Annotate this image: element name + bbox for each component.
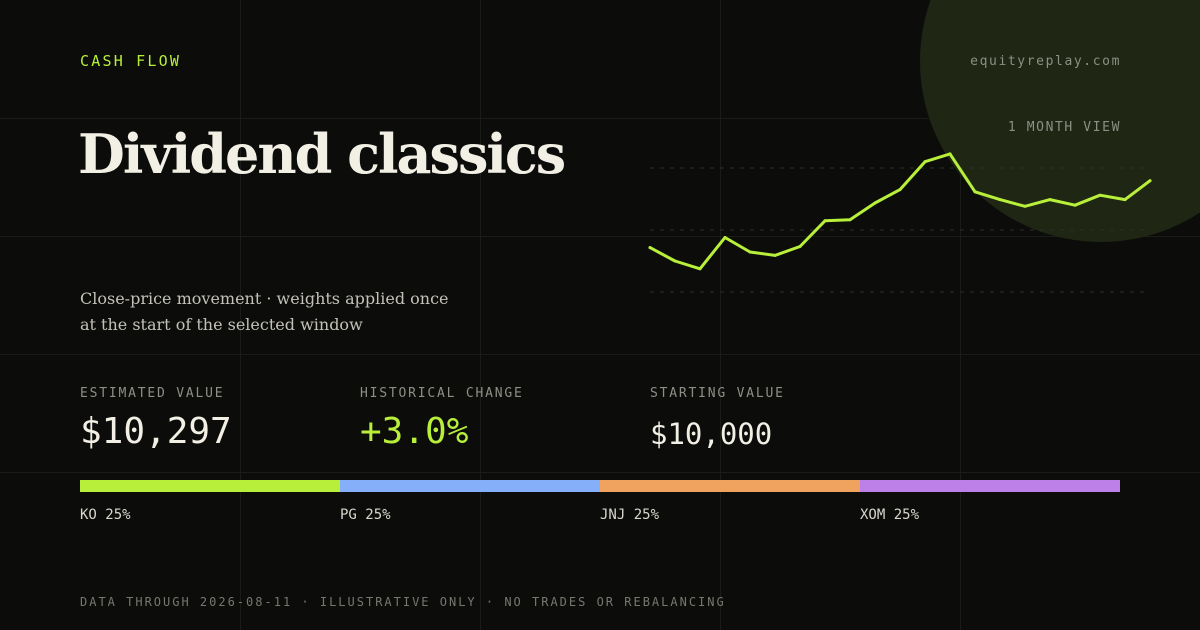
- allocation-ticker: KO: [80, 507, 97, 523]
- data-point: [1073, 203, 1077, 207]
- allocation-weight: 25%: [885, 507, 920, 523]
- data-point: [1098, 193, 1102, 197]
- stat-historical-change: HISTORICAL CHANGE +3.0%: [360, 386, 524, 452]
- stat-label: HISTORICAL CHANGE: [360, 386, 524, 401]
- allocation-ticker: XOM: [860, 507, 886, 523]
- grid-line: [240, 0, 241, 630]
- data-point: [1123, 198, 1127, 202]
- stat-starting-value: STARTING VALUE $10,000: [650, 386, 785, 451]
- data-point: [1148, 179, 1152, 183]
- grid-line: [720, 0, 721, 630]
- allocation-bar: [80, 480, 1120, 492]
- allocation-segment-jnj: [600, 480, 860, 492]
- footer-disclaimer: DATA THROUGH 2026-08-11 · ILLUSTRATIVE O…: [80, 595, 726, 609]
- data-point: [948, 152, 952, 156]
- data-point: [973, 190, 977, 194]
- stat-label: ESTIMATED VALUE: [80, 386, 225, 401]
- allocation-segment-ko: [80, 480, 340, 492]
- data-point: [823, 219, 827, 223]
- stat-estimated-value: ESTIMATED VALUE $10,297: [80, 386, 232, 452]
- subtitle-line: at the start of the selected window: [80, 315, 363, 334]
- price-line-chart: [648, 152, 1152, 293]
- data-point: [848, 218, 852, 222]
- grid-line: [0, 118, 1200, 119]
- eyebrow-label: CASH FLOW: [80, 52, 182, 70]
- data-point: [873, 201, 877, 205]
- data-point: [898, 188, 902, 192]
- data-point: [698, 267, 702, 271]
- data-point: [648, 246, 652, 250]
- stat-value: +3.0%: [360, 411, 469, 452]
- grid-line: [0, 472, 1200, 473]
- subtitle-line: Close-price movement · weights applied o…: [80, 289, 449, 308]
- grid-line: [0, 236, 1200, 237]
- data-point: [998, 198, 1002, 202]
- chart-view-label: 1 MONTH VIEW: [1007, 120, 1121, 135]
- data-point: [748, 250, 752, 254]
- data-point: [923, 160, 927, 164]
- allocation-label-pg: PG 25%: [340, 507, 391, 523]
- allocation-label-jnj: JNJ 25%: [600, 507, 659, 523]
- data-point: [673, 259, 677, 263]
- allocation-ticker: PG: [340, 507, 357, 523]
- grid-line: [0, 354, 1200, 355]
- data-point: [798, 245, 802, 248]
- subtitle: Close-price movement · weights applied o…: [80, 286, 460, 338]
- data-point: [1023, 204, 1027, 208]
- data-point: [723, 236, 727, 239]
- allocation-weight: 25%: [356, 507, 391, 523]
- allocation-segment-pg: [340, 480, 600, 492]
- allocation-ticker: JNJ: [600, 507, 626, 523]
- allocation-weight: 25%: [96, 507, 131, 523]
- data-point: [773, 253, 777, 257]
- grid-line: [480, 0, 481, 630]
- series-line: [648, 152, 1152, 271]
- stat-value: $10,297: [80, 411, 232, 452]
- grid-line: [960, 0, 961, 630]
- allocation-weight: 25%: [625, 507, 660, 523]
- allocation-label-ko: KO 25%: [80, 507, 131, 523]
- allocation-label-xom: XOM 25%: [860, 507, 919, 523]
- allocation-legend: KO 25% PG 25% JNJ 25% XOM 25%: [80, 507, 1120, 527]
- allocation-segment-xom: [860, 480, 1120, 492]
- page-title: Dividend classics: [78, 122, 566, 186]
- site-url: equityreplay.com: [970, 54, 1121, 69]
- stat-label: STARTING VALUE: [650, 386, 785, 401]
- stat-value: $10,000: [650, 417, 773, 451]
- data-point: [1048, 198, 1052, 202]
